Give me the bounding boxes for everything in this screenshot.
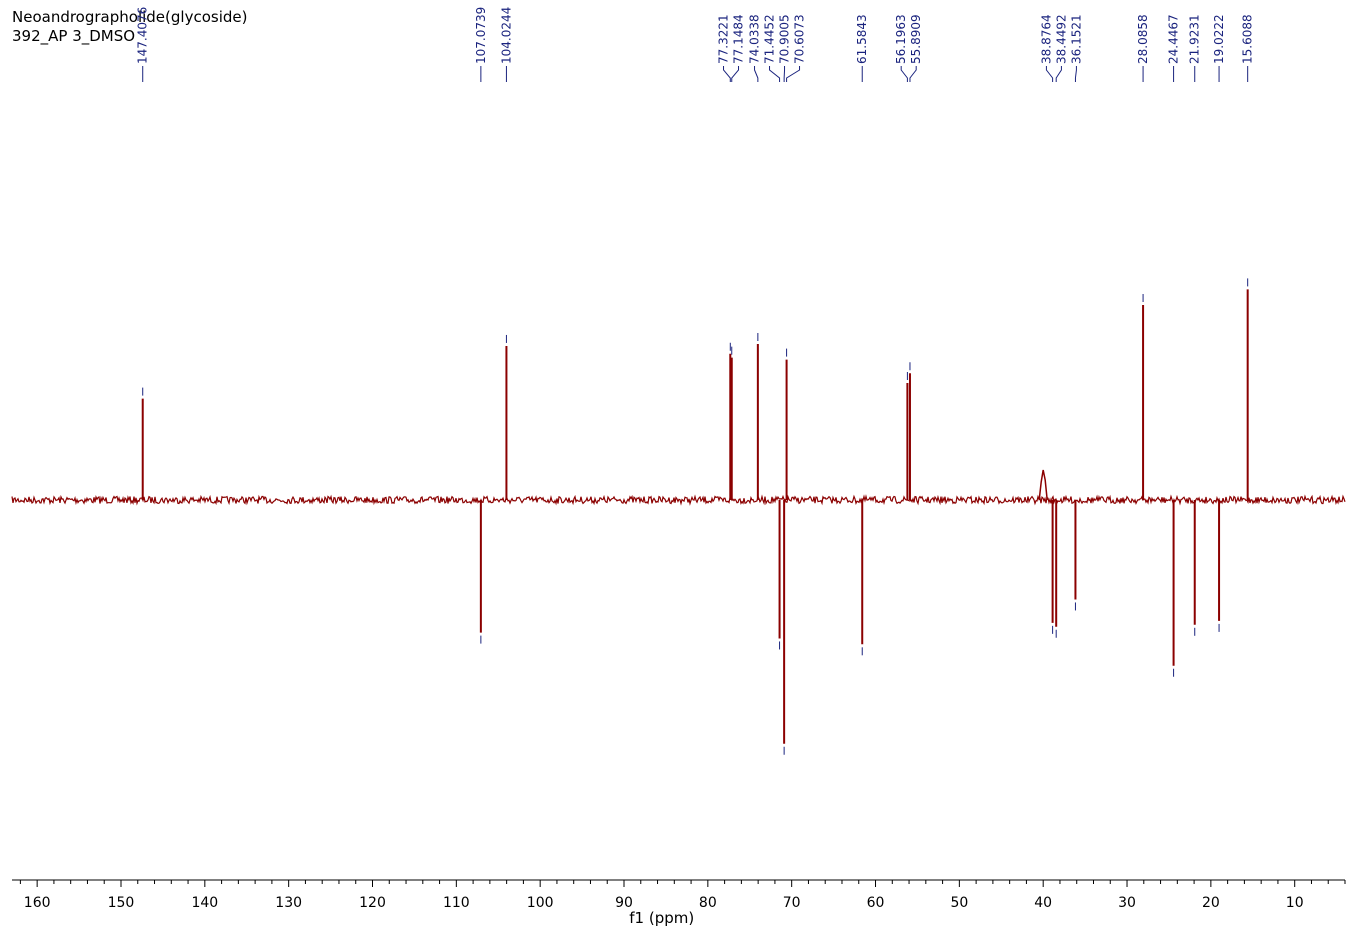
peak-label: 74.0338 xyxy=(748,14,762,64)
peak-label: 36.1521 xyxy=(1069,14,1083,64)
x-tick-label: 160 xyxy=(24,895,51,911)
x-tick-label: 110 xyxy=(443,895,470,911)
x-tick-label: 10 xyxy=(1286,895,1304,911)
peak-label-connector xyxy=(754,66,759,82)
peak-label-connector xyxy=(1055,66,1062,82)
peak-label: 107.0739 xyxy=(474,7,488,64)
x-tick-label: 140 xyxy=(191,895,218,911)
x-tick-label: 120 xyxy=(359,895,386,911)
spectrum-baseline xyxy=(11,494,1346,506)
peak-label-connector xyxy=(900,66,908,82)
peak-label-connector xyxy=(909,66,917,82)
peak-label: 24.4467 xyxy=(1167,14,1181,64)
peak-label: 71.4452 xyxy=(763,14,777,64)
peak-label-connector xyxy=(731,66,740,82)
x-tick-label: 50 xyxy=(950,895,968,911)
peak-label: 77.3221 xyxy=(717,14,731,64)
peak-label: 21.9231 xyxy=(1188,14,1202,64)
x-axis: 160 150 140 130 120 110 100 90 80 70 60 50 40 30 20 10 xyxy=(12,879,1346,911)
x-tick-label: 150 xyxy=(108,895,135,911)
peak-label-connector xyxy=(786,66,801,82)
peak-label: 15.6088 xyxy=(1241,14,1255,64)
peak-label: 77.1484 xyxy=(732,14,746,64)
peak-label: 28.0858 xyxy=(1136,14,1150,64)
peak-label-connector xyxy=(769,66,781,82)
peak-label: 147.4076 xyxy=(136,7,150,64)
peak-label: 61.5843 xyxy=(855,14,869,64)
x-tick-label: 20 xyxy=(1202,895,1220,911)
peak-label: 38.4492 xyxy=(1054,14,1068,64)
x-tick-label: 130 xyxy=(275,895,302,911)
peak-label: 70.9005 xyxy=(778,14,792,64)
peak-label-connector xyxy=(1074,66,1077,82)
x-tick-label: 60 xyxy=(867,895,885,911)
peak-label: 56.1963 xyxy=(894,14,908,64)
spectrum-title-block: Neoandrographolide(glycoside) 392_AP 3_D… xyxy=(12,8,247,46)
x-tick-label: 80 xyxy=(699,895,717,911)
x-tick-label: 40 xyxy=(1034,895,1052,911)
spectrum-title: Neoandrographolide(glycoside) xyxy=(12,8,248,26)
peak-label: 19.0222 xyxy=(1212,14,1226,64)
x-tick-label: 90 xyxy=(615,895,633,911)
peak-label: 38.8764 xyxy=(1039,14,1053,64)
peak-label: 55.8909 xyxy=(909,14,923,64)
peak-label-connector xyxy=(723,66,731,82)
x-tick-label: 100 xyxy=(527,895,554,911)
solvent-signal xyxy=(1038,469,1048,501)
peak-label: 70.6073 xyxy=(793,14,807,64)
x-tick-label: 70 xyxy=(783,895,801,911)
spectrum-plot-layer xyxy=(11,278,1346,755)
x-axis-title: f1 (ppm) xyxy=(629,909,694,927)
peak-label-connector xyxy=(1045,66,1054,82)
spectrum-subtitle: 392_AP 3_DMSO xyxy=(12,27,136,45)
x-tick-label: 30 xyxy=(1118,895,1136,911)
peak-label-layer: 147.4076 107.0739 104.0244 77.3221 77.1484 74… xyxy=(136,7,1255,82)
peak-label: 104.0244 xyxy=(499,7,513,64)
